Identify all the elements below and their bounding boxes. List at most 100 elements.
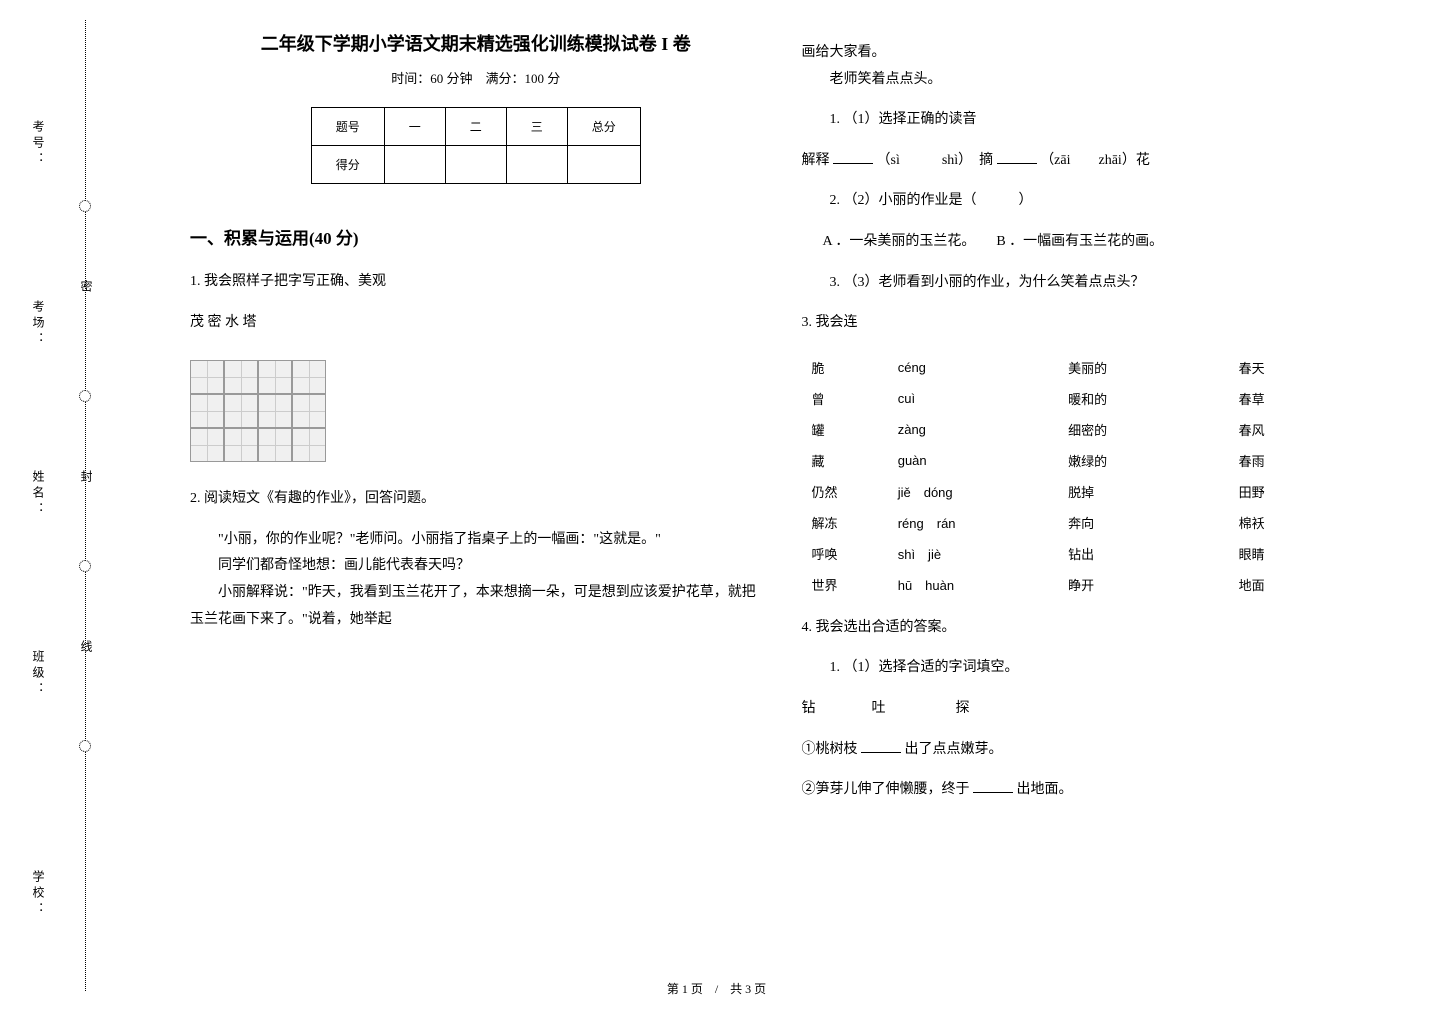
q2-sub1-text: （zāi zhāi）花 <box>1040 153 1150 168</box>
match-table: 脆céng美丽的春天曾cuì暖和的春草罐zàng细密的春风藏guàn嫩绿的春雨仍… <box>802 351 1374 601</box>
passage-line: 老师笑着点点头。 <box>802 67 1374 94</box>
binding-field-label: 学校： <box>30 870 47 918</box>
match-row: 仍然jiě dóng脱掉田野 <box>804 477 1372 506</box>
match-cell: 春草 <box>1231 384 1371 413</box>
left-column: 二年级下学期小学语文期末精选强化训练模拟试卷 I 卷 时间：60 分钟 满分：1… <box>170 30 782 1001</box>
q2-sub1-text: 解释 <box>802 153 830 168</box>
score-value-row: 得分 <box>311 146 640 184</box>
score-cell <box>384 146 445 184</box>
match-cell: 脱掉 <box>1060 477 1228 506</box>
passage-line: 小丽解释说："昨天，我看到玉兰花开了，本来想摘一朵，可是想到应该爱护花草，就把玉… <box>190 580 762 633</box>
binding-circle <box>79 200 91 212</box>
grid-row <box>190 360 326 394</box>
score-cell <box>506 146 567 184</box>
passage: "小丽，你的作业呢？"老师问。小丽指了指桌子上的一幅画："这就是。" 同学们都奇… <box>190 527 762 633</box>
question-2: 2. 阅读短文《有趣的作业》，回答问题。 <box>190 486 762 513</box>
score-header-row: 题号 一 二 三 总分 <box>311 108 640 146</box>
match-cell: 细密的 <box>1060 415 1228 444</box>
content-area: 二年级下学期小学语文期末精选强化训练模拟试卷 I 卷 时间：60 分钟 满分：1… <box>130 0 1433 1011</box>
score-cell: 三 <box>506 108 567 146</box>
score-cell: 得分 <box>311 146 384 184</box>
grid-cell <box>190 428 224 462</box>
passage-text: "小丽，你的作业呢？"老师问。小丽指了指桌子上的一幅画："这就是。" <box>218 532 661 547</box>
section-1-heading: 一、积累与运用(40 分) <box>190 224 762 249</box>
grid-cell <box>258 360 292 394</box>
page-footer: 第 1 页 / 共 3 页 <box>0 980 1433 997</box>
match-cell: jiě dóng <box>890 477 1058 506</box>
score-cell: 一 <box>384 108 445 146</box>
score-table: 题号 一 二 三 总分 得分 <box>311 107 641 184</box>
match-cell: 曾 <box>804 384 888 413</box>
match-row: 呼唤shì jiè钻出眼睛 <box>804 539 1372 568</box>
grid-cell <box>292 428 326 462</box>
binding-field-label: 考场： <box>30 300 47 348</box>
score-cell <box>445 146 506 184</box>
q2-sub1: 1. （1）选择正确的读音 <box>802 107 1374 134</box>
match-cell: 睁开 <box>1060 570 1228 599</box>
match-cell: 仍然 <box>804 477 888 506</box>
match-cell: guàn <box>890 446 1058 475</box>
grid-cell <box>292 394 326 428</box>
q2-sub1-text: （sì shì） 摘 <box>877 153 994 168</box>
match-cell: zàng <box>890 415 1058 444</box>
grid-cell <box>190 394 224 428</box>
blank <box>997 150 1037 164</box>
match-cell: 嫩绿的 <box>1060 446 1228 475</box>
match-cell: 解冻 <box>804 508 888 537</box>
grid-cell <box>258 428 292 462</box>
binding-dotted-line <box>85 20 86 991</box>
right-column: 画给大家看。 老师笑着点点头。 1. （1）选择正确的读音 解释 （sì shì… <box>782 30 1394 1001</box>
score-cell: 总分 <box>567 108 640 146</box>
match-cell: 田野 <box>1231 477 1371 506</box>
match-cell: 藏 <box>804 446 888 475</box>
q4-line1-text: ①桃树枝 <box>802 742 862 757</box>
match-cell: 钻出 <box>1060 539 1228 568</box>
match-cell: réng rán <box>890 508 1058 537</box>
match-row: 曾cuì暖和的春草 <box>804 384 1372 413</box>
match-cell: 呼唤 <box>804 539 888 568</box>
writing-grid <box>190 360 326 462</box>
binding-seal-char: 线 <box>78 640 95 660</box>
binding-seal-char: 密 <box>78 280 95 300</box>
q4-options: 钻 吐 探 <box>802 696 1374 723</box>
grid-cell <box>224 360 258 394</box>
passage-line: 同学们都奇怪地想：画儿能代表春天吗？ <box>190 553 762 580</box>
match-cell: hū huàn <box>890 570 1058 599</box>
match-cell: 奔向 <box>1060 508 1228 537</box>
q2-sub2: 2. （2）小丽的作业是（ ） <box>802 188 1374 215</box>
passage-line: "小丽，你的作业呢？"老师问。小丽指了指桌子上的一幅画："这就是。" <box>190 527 762 554</box>
blank <box>833 150 873 164</box>
match-row: 罐zàng细密的春风 <box>804 415 1372 444</box>
q4-line1-text: 出了点点嫩芽。 <box>905 742 1003 757</box>
binding-circle <box>79 740 91 752</box>
q2-sub2-options: A ．一朵美丽的玉兰花。 B ．一幅画有玉兰花的画。 <box>802 229 1374 256</box>
match-row: 解冻réng rán奔向棉袄 <box>804 508 1372 537</box>
binding-field-label: 姓名： <box>30 470 47 518</box>
match-row: 世界hū huàn睁开地面 <box>804 570 1372 599</box>
score-cell <box>567 146 640 184</box>
binding-seal-char: 封 <box>78 470 95 490</box>
exam-title: 二年级下学期小学语文期末精选强化训练模拟试卷 I 卷 <box>190 30 762 56</box>
score-cell: 题号 <box>311 108 384 146</box>
binding-field-label: 考号： <box>30 120 47 168</box>
page-root: 考号：考场：姓名：班级：学校： 密封线 二年级下学期小学语文期末精选强化训练模拟… <box>0 0 1433 1011</box>
q2-sub3: 3. （3）老师看到小丽的作业，为什么笑着点点头？ <box>802 270 1374 297</box>
grid-cell <box>190 360 224 394</box>
grid-cell <box>224 394 258 428</box>
match-cell: 春天 <box>1231 353 1371 382</box>
passage-line: 画给大家看。 <box>802 40 1374 67</box>
match-cell: 眼睛 <box>1231 539 1371 568</box>
score-cell: 二 <box>445 108 506 146</box>
binding-circle <box>79 560 91 572</box>
question-4: 4. 我会选出合适的答案。 <box>802 615 1374 642</box>
question-1-chars: 茂 密 水 塔 <box>190 310 762 337</box>
match-row: 脆céng美丽的春天 <box>804 353 1372 382</box>
match-cell: cuì <box>890 384 1058 413</box>
match-cell: 地面 <box>1231 570 1371 599</box>
match-cell: 罐 <box>804 415 888 444</box>
binding-circle <box>79 390 91 402</box>
grid-cell <box>258 394 292 428</box>
grid-cell <box>292 360 326 394</box>
match-cell: shì jiè <box>890 539 1058 568</box>
match-cell: 美丽的 <box>1060 353 1228 382</box>
